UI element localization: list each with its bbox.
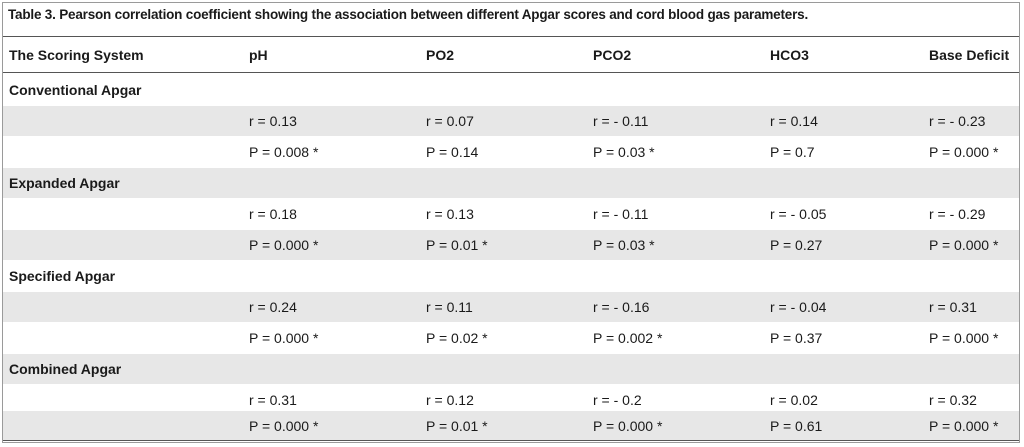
p-row-conventional: P = 0.008 * P = 0.14 P = 0.03 * P = 0.7 … [3, 137, 1019, 167]
p-value-pco2: P = 0.000 * [593, 418, 663, 434]
group-row-combined: Combined Apgar [3, 354, 1019, 384]
p-value-po2: P = 0.14 [426, 144, 479, 160]
r-value-hco3: r = 0.14 [770, 113, 818, 129]
table-caption: Table 3. Pearson correlation coefficient… [8, 7, 809, 22]
r-row-expanded: r = 0.18 r = 0.13 r = - 0.11 r = - 0.05 … [3, 199, 1019, 229]
r-row-conventional: r = 0.13 r = 0.07 r = - 0.11 r = 0.14 r … [3, 106, 1019, 136]
r-value-hco3: r = - 0.04 [770, 299, 827, 315]
r-value-ph: r = 0.18 [249, 206, 297, 222]
p-value-pco2: P = 0.002 * [593, 330, 663, 346]
r-value-pco2: r = - 0.2 [593, 392, 642, 408]
r-value-base-deficit: r = - 0.23 [929, 113, 986, 129]
group-label: Specified Apgar [9, 268, 116, 284]
r-value-ph: r = 0.31 [249, 392, 297, 408]
r-value-base-deficit: r = - 0.29 [929, 206, 986, 222]
p-value-ph: P = 0.008 * [249, 144, 319, 160]
p-value-hco3: P = 0.37 [770, 330, 823, 346]
p-value-hco3: P = 0.27 [770, 237, 823, 253]
r-row-specified: r = 0.24 r = 0.11 r = - 0.16 r = - 0.04 … [3, 292, 1019, 322]
header-scoring-system: The Scoring System [9, 47, 144, 63]
p-value-po2: P = 0.01 * [426, 418, 488, 434]
r-value-po2: r = 0.07 [426, 113, 474, 129]
p-row-combined: P = 0.000 * P = 0.01 * P = 0.000 * P = 0… [3, 411, 1019, 441]
caption-rule [3, 36, 1019, 37]
p-value-base-deficit: P = 0.000 * [929, 237, 999, 253]
r-value-po2: r = 0.12 [426, 392, 474, 408]
r-row-combined: r = 0.31 r = 0.12 r = - 0.2 r = 0.02 r =… [3, 385, 1019, 415]
r-value-base-deficit: r = 0.31 [929, 299, 977, 315]
r-value-hco3: r = - 0.05 [770, 206, 827, 222]
group-label: Conventional Apgar [9, 82, 142, 98]
r-value-ph: r = 0.13 [249, 113, 297, 129]
p-value-po2: P = 0.02 * [426, 330, 488, 346]
p-value-ph: P = 0.000 * [249, 330, 319, 346]
group-label: Expanded Apgar [9, 175, 120, 191]
p-value-pco2: P = 0.03 * [593, 237, 655, 253]
header-base-deficit: Base Deficit [929, 47, 1010, 63]
header-rule [3, 72, 1019, 73]
r-value-po2: r = 0.11 [426, 299, 473, 315]
header-hco3: HCO3 [770, 47, 809, 63]
p-value-base-deficit: P = 0.000 * [929, 144, 999, 160]
r-value-hco3: r = 0.02 [770, 392, 818, 408]
r-value-pco2: r = - 0.11 [593, 206, 649, 222]
r-value-pco2: r = - 0.16 [593, 299, 650, 315]
r-value-po2: r = 0.13 [426, 206, 474, 222]
p-value-pco2: P = 0.03 * [593, 144, 655, 160]
header-row: The Scoring System pH PO2 PCO2 HCO3 Base… [3, 40, 1019, 70]
p-row-specified: P = 0.000 * P = 0.02 * P = 0.002 * P = 0… [3, 323, 1019, 353]
p-value-ph: P = 0.000 * [249, 418, 319, 434]
r-value-base-deficit: r = 0.32 [929, 392, 977, 408]
header-pco2: PCO2 [593, 47, 632, 63]
header-po2: PO2 [426, 47, 455, 63]
r-value-pco2: r = - 0.11 [593, 113, 649, 129]
group-row-conventional: Conventional Apgar [3, 75, 1019, 105]
p-row-expanded: P = 0.000 * P = 0.01 * P = 0.03 * P = 0.… [3, 230, 1019, 260]
p-value-hco3: P = 0.61 [770, 418, 823, 434]
p-value-po2: P = 0.01 * [426, 237, 488, 253]
group-label: Combined Apgar [9, 361, 122, 377]
p-value-ph: P = 0.000 * [249, 237, 319, 253]
group-row-specified: Specified Apgar [3, 261, 1019, 291]
p-value-hco3: P = 0.7 [770, 144, 815, 160]
bottom-rule [3, 440, 1019, 441]
p-value-base-deficit: P = 0.000 * [929, 330, 999, 346]
p-value-base-deficit: P = 0.000 * [929, 418, 999, 434]
header-ph: pH [249, 47, 268, 63]
r-value-ph: r = 0.24 [249, 299, 297, 315]
group-row-expanded: Expanded Apgar [3, 168, 1019, 198]
